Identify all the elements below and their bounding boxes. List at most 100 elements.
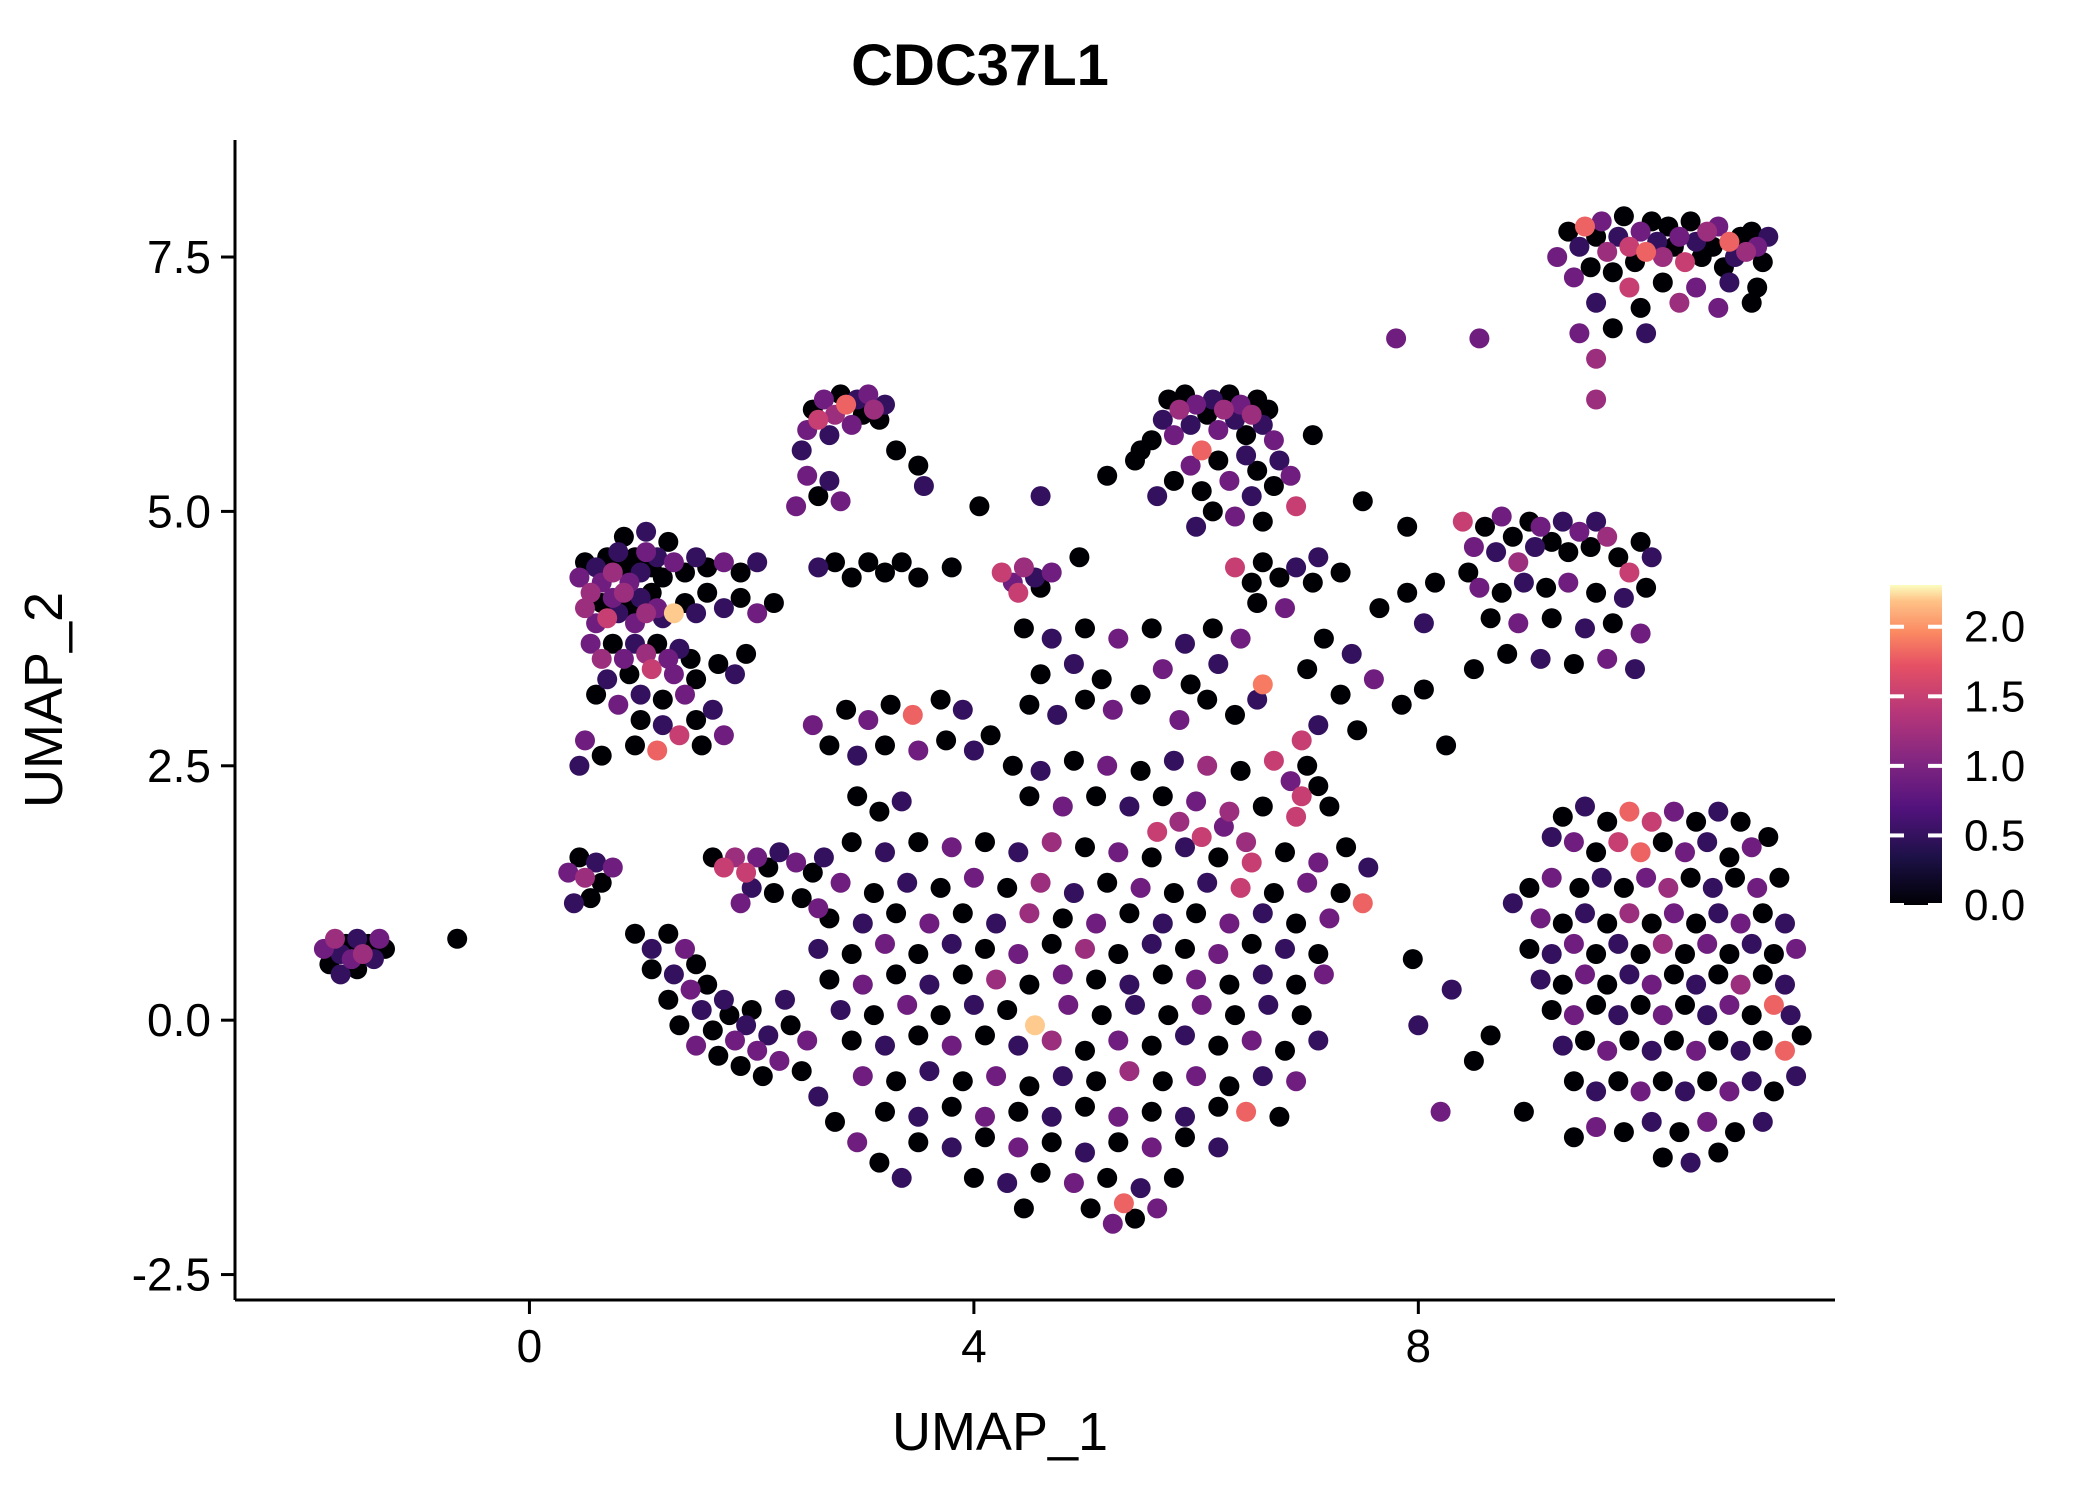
data-point	[747, 603, 768, 624]
data-point	[1269, 1106, 1290, 1127]
data-point	[1030, 486, 1051, 507]
data-point	[1775, 1040, 1795, 1061]
data-point	[591, 872, 612, 893]
data-point	[875, 1035, 895, 1056]
data-point	[1597, 974, 1618, 995]
data-point	[613, 526, 634, 547]
data-point	[713, 598, 734, 619]
data-point	[1275, 938, 1295, 959]
data-point	[636, 643, 657, 664]
data-point	[1286, 913, 1307, 934]
data-point	[1063, 750, 1084, 771]
data-point	[1463, 537, 1484, 557]
data-point	[330, 964, 351, 985]
data-point	[875, 933, 895, 954]
data-point	[686, 1035, 707, 1056]
data-point	[1497, 643, 1518, 664]
data-point	[791, 888, 812, 909]
data-point	[1730, 1040, 1751, 1061]
data-point	[858, 710, 879, 730]
data-point	[1347, 720, 1368, 741]
data-point	[580, 888, 601, 909]
data-point	[1763, 1081, 1784, 1102]
data-point	[1541, 827, 1562, 847]
data-point	[1608, 547, 1629, 568]
data-point	[875, 1101, 895, 1122]
data-point	[569, 567, 590, 588]
data-point	[1747, 277, 1768, 298]
data-point	[369, 928, 390, 949]
x-tick-label: 0	[517, 1320, 543, 1372]
data-point	[1225, 1005, 1245, 1026]
data-point	[891, 552, 912, 573]
data-point	[641, 659, 662, 680]
y-tick-label: -2.5	[132, 1249, 211, 1301]
data-point	[930, 689, 951, 710]
data-point	[919, 913, 940, 934]
data-point	[908, 1132, 929, 1153]
data-point	[1719, 847, 1740, 868]
data-point	[347, 928, 368, 949]
data-point	[941, 1096, 962, 1117]
data-point	[1247, 689, 1268, 710]
data-point	[1569, 877, 1590, 898]
data-point	[1147, 1198, 1168, 1219]
data-point	[713, 989, 734, 1010]
data-point	[863, 1005, 884, 1026]
data-point	[1191, 827, 1212, 847]
data-point	[1752, 964, 1773, 985]
data-point	[1047, 704, 1068, 725]
data-point	[630, 587, 651, 608]
data-point	[1191, 440, 1212, 461]
data-point	[1652, 1147, 1673, 1168]
data-point	[819, 735, 840, 756]
data-point	[1458, 562, 1479, 583]
data-point	[1275, 598, 1295, 619]
data-point	[1002, 755, 1023, 776]
data-point	[1102, 699, 1123, 720]
data-point	[997, 1173, 1018, 1193]
data-point	[591, 648, 612, 669]
points-layer	[313, 206, 1812, 1234]
data-point	[741, 1000, 762, 1020]
data-point	[625, 923, 645, 944]
data-point	[763, 593, 784, 613]
data-point	[1525, 537, 1545, 557]
data-point	[1686, 277, 1707, 298]
data-point	[1719, 231, 1740, 252]
data-point	[1041, 628, 1062, 649]
data-point	[808, 898, 829, 919]
data-point	[1619, 236, 1640, 257]
data-point	[702, 1020, 723, 1041]
x-tick-label: 8	[1406, 1320, 1432, 1372]
data-point	[1108, 628, 1129, 649]
data-point	[880, 694, 901, 715]
data-point	[569, 755, 590, 776]
data-point	[1169, 399, 1190, 420]
data-point	[1630, 623, 1651, 644]
data-point	[1641, 1040, 1662, 1061]
data-point	[1230, 760, 1251, 781]
data-point	[1213, 816, 1234, 837]
data-point	[1280, 771, 1301, 792]
data-point	[1252, 674, 1273, 695]
data-point	[686, 603, 707, 624]
data-point	[1675, 252, 1695, 273]
data-point	[1269, 567, 1290, 588]
data-point	[1130, 877, 1151, 898]
data-point	[1386, 328, 1407, 349]
y-tick-label: 7.5	[147, 231, 211, 283]
data-point	[1208, 450, 1229, 471]
data-point	[830, 491, 851, 512]
data-point	[1719, 944, 1740, 964]
data-point	[1247, 460, 1268, 481]
data-point	[1175, 837, 1195, 858]
data-point	[1619, 562, 1640, 583]
data-point	[1580, 537, 1601, 557]
data-point	[1130, 684, 1151, 705]
data-point	[1763, 944, 1784, 964]
data-point	[1008, 582, 1029, 603]
data-point	[1619, 964, 1640, 985]
data-point	[597, 669, 618, 690]
data-point	[1563, 267, 1584, 288]
